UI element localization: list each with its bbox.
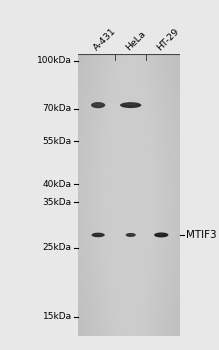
Text: 15kDa: 15kDa bbox=[42, 312, 72, 321]
Ellipse shape bbox=[95, 104, 102, 105]
Ellipse shape bbox=[125, 104, 136, 105]
Ellipse shape bbox=[92, 233, 105, 237]
Ellipse shape bbox=[91, 102, 105, 108]
Text: 40kDa: 40kDa bbox=[43, 180, 72, 189]
Ellipse shape bbox=[154, 232, 168, 237]
Text: 55kDa: 55kDa bbox=[42, 137, 72, 146]
Text: 70kDa: 70kDa bbox=[42, 104, 72, 113]
Ellipse shape bbox=[158, 234, 165, 235]
Text: HeLa: HeLa bbox=[124, 29, 148, 52]
Text: A-431: A-431 bbox=[92, 27, 118, 52]
Ellipse shape bbox=[126, 233, 136, 237]
Text: 25kDa: 25kDa bbox=[43, 243, 72, 252]
Ellipse shape bbox=[95, 234, 101, 235]
Text: MTIF3: MTIF3 bbox=[186, 230, 216, 240]
Ellipse shape bbox=[128, 234, 133, 235]
Text: 100kDa: 100kDa bbox=[37, 56, 72, 65]
Text: HT-29: HT-29 bbox=[155, 27, 180, 52]
Ellipse shape bbox=[120, 102, 141, 108]
Text: 35kDa: 35kDa bbox=[42, 198, 72, 207]
